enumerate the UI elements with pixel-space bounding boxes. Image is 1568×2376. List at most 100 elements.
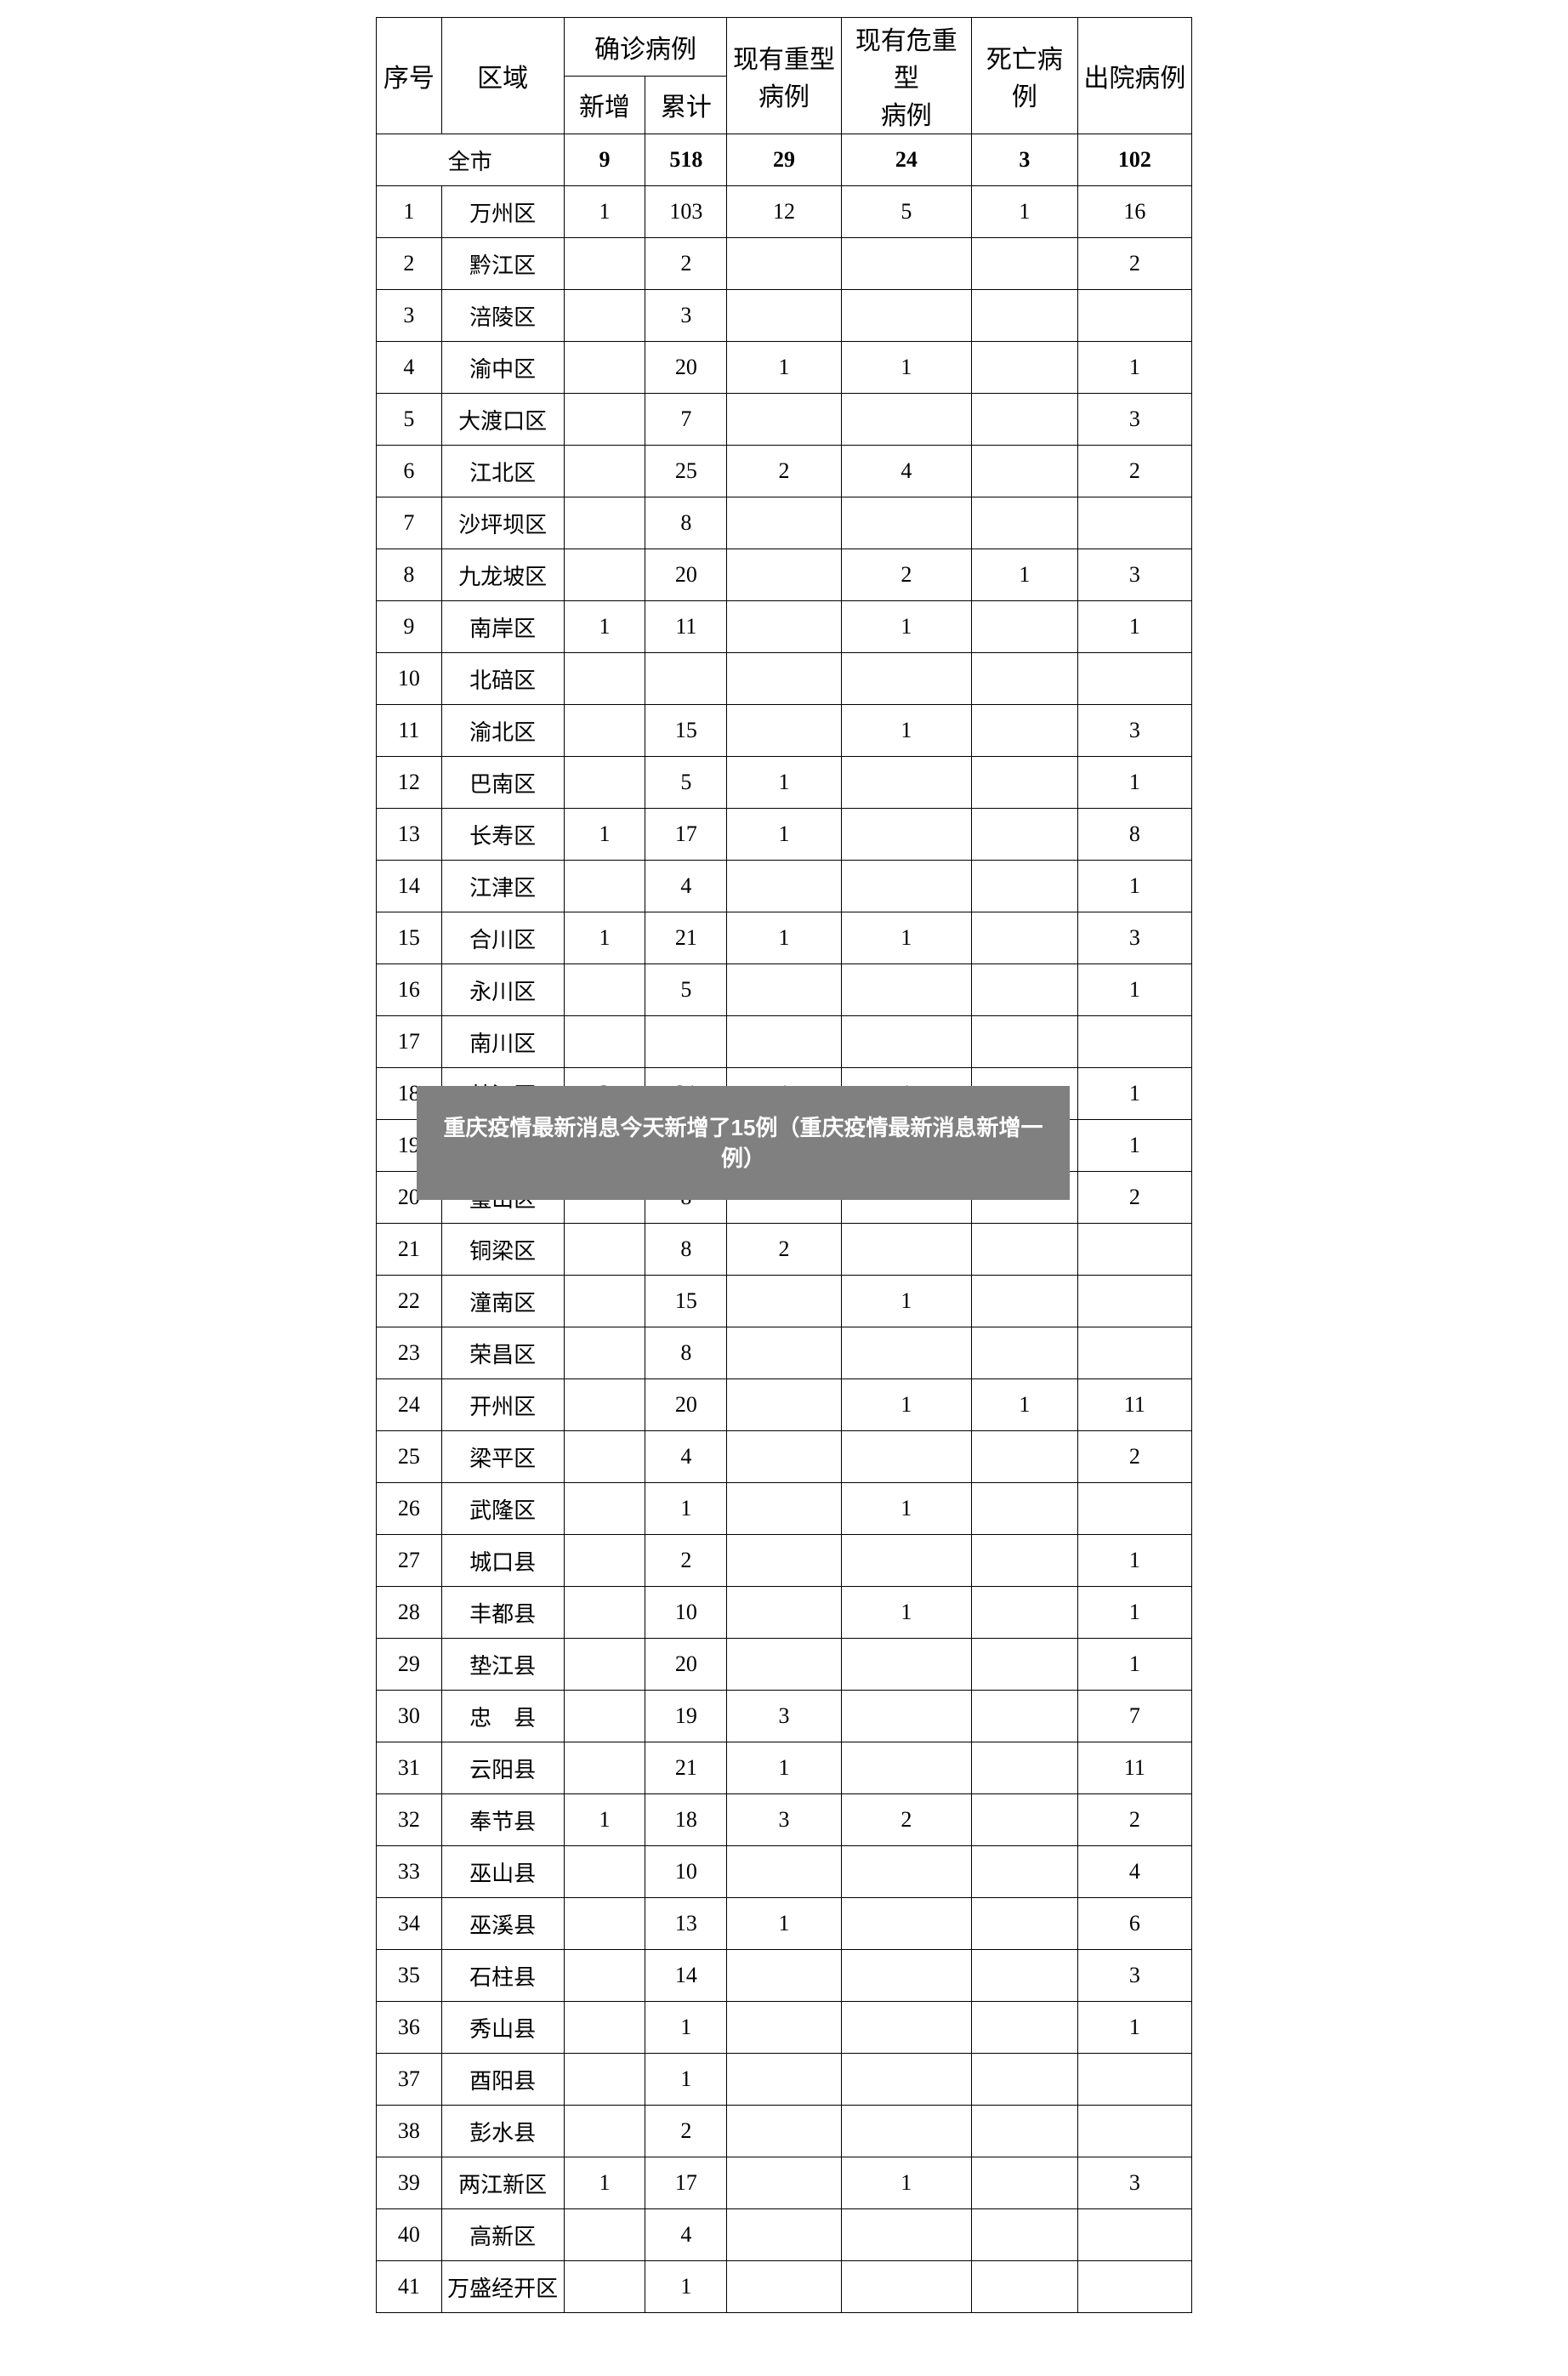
cell-discharged: 11	[1077, 1742, 1191, 1794]
table-row: 9南岸区11111	[377, 601, 1192, 653]
cell-critical	[841, 2209, 971, 2261]
cell-new: 1	[564, 186, 645, 238]
cell-idx: 31	[377, 1742, 442, 1794]
cell-idx: 41	[377, 2261, 442, 2313]
table-row: 22潼南区 15 1	[377, 1276, 1192, 1327]
cell-discharged	[1077, 497, 1191, 549]
table-row: 3涪陵区3	[377, 290, 1192, 342]
cell-critical: 1	[841, 2157, 971, 2209]
cell-idx: 33	[377, 1846, 442, 1898]
cell-total: 21	[645, 1742, 727, 1794]
cell-severe	[727, 290, 841, 342]
cell-death	[972, 1327, 1078, 1379]
cell-discharged: 7	[1077, 1691, 1191, 1742]
cell-death	[972, 912, 1078, 964]
cell-critical: 2	[841, 549, 971, 601]
cell-severe	[727, 1327, 841, 1379]
cell-idx: 32	[377, 1794, 442, 1846]
cell-new	[564, 1535, 645, 1587]
cell-total: 18	[645, 1794, 727, 1846]
cell-total: 10	[645, 1587, 727, 1639]
cell-new	[564, 1224, 645, 1276]
cell-region: 高新区	[441, 2209, 564, 2261]
cell-death	[972, 1794, 1078, 1846]
cell-discharged	[1077, 1016, 1191, 1068]
cell-severe	[727, 861, 841, 912]
cell-new: 1	[564, 912, 645, 964]
cell-idx: 3	[377, 290, 442, 342]
cell-death	[972, 861, 1078, 912]
cell-idx: 39	[377, 2157, 442, 2209]
cell-severe	[727, 705, 841, 757]
cell-death	[972, 238, 1078, 290]
cell-total: 20	[645, 1639, 727, 1691]
cell-idx: 30	[377, 1691, 442, 1742]
cell-region: 彭水县	[441, 2106, 564, 2157]
cell-critical	[841, 1742, 971, 1794]
cell-death	[972, 705, 1078, 757]
cell-severe	[727, 1379, 841, 1431]
cell-idx: 36	[377, 2002, 442, 2054]
table-row: 17南川区	[377, 1016, 1192, 1068]
cell-critical	[841, 1846, 971, 1898]
cell-new	[564, 394, 645, 446]
cell-severe	[727, 1483, 841, 1535]
cell-severe	[727, 2157, 841, 2209]
cell-death	[972, 2157, 1078, 2209]
header-idx: 序号	[377, 18, 442, 134]
cell-critical	[841, 238, 971, 290]
cell-total	[645, 1016, 727, 1068]
cell-region: 武隆区	[441, 1483, 564, 1535]
cell-region: 合川区	[441, 912, 564, 964]
table-row: 38彭水县2	[377, 2106, 1192, 2157]
header-region: 区域	[441, 18, 564, 134]
cell-critical: 1	[841, 1379, 971, 1431]
cell-severe	[727, 1950, 841, 2002]
cell-severe	[727, 2002, 841, 2054]
cell-region: 南岸区	[441, 601, 564, 653]
cell-severe: 1	[727, 912, 841, 964]
table-row: 6江北区25242	[377, 446, 1192, 497]
cell-new	[564, 653, 645, 705]
cell-new	[564, 1846, 645, 1898]
cell-region: 忠 县	[441, 1691, 564, 1742]
cell-region: 长寿区	[441, 809, 564, 861]
cell-total: 15	[645, 1276, 727, 1327]
cell-discharged: 8	[1077, 809, 1191, 861]
cell-critical: 1	[841, 1276, 971, 1327]
cell-idx: 1	[377, 186, 442, 238]
cell-discharged: 1	[1077, 1068, 1191, 1120]
table-row: 29垫江县201	[377, 1639, 1192, 1691]
cell-new	[564, 1276, 645, 1327]
cell-idx: 22	[377, 1276, 442, 1327]
cell-critical	[841, 964, 971, 1016]
cell-new	[564, 549, 645, 601]
cell-new	[564, 342, 645, 394]
cell-region: 荣昌区	[441, 1327, 564, 1379]
table-row: 4渝中区20111	[377, 342, 1192, 394]
cell-region: 铜梁区	[441, 1224, 564, 1276]
cell-severe	[727, 601, 841, 653]
cell-critical	[841, 2002, 971, 2054]
cell-total: 13	[645, 1898, 727, 1950]
cell-idx: 34	[377, 1898, 442, 1950]
cell-region: 万州区	[441, 186, 564, 238]
table-row: 21铜梁区82	[377, 1224, 1192, 1276]
table-row: 33巫山县104	[377, 1846, 1192, 1898]
cell-total: 11	[645, 601, 727, 653]
cell-region: 巫山县	[441, 1846, 564, 1898]
cell-discharged: 2	[1077, 446, 1191, 497]
cell-discharged: 3	[1077, 705, 1191, 757]
cell-death: 1	[972, 186, 1078, 238]
cell-idx: 16	[377, 964, 442, 1016]
cell-region: 大渡口区	[441, 394, 564, 446]
cell-discharged: 11	[1077, 1379, 1191, 1431]
cell-total: 17	[645, 809, 727, 861]
cell-death	[972, 964, 1078, 1016]
cell-death	[972, 2261, 1078, 2313]
table-row: 23荣昌区8	[377, 1327, 1192, 1379]
cell-discharged: 1	[1077, 1639, 1191, 1691]
cell-death	[972, 497, 1078, 549]
cell-death	[972, 1742, 1078, 1794]
cell-region: 潼南区	[441, 1276, 564, 1327]
